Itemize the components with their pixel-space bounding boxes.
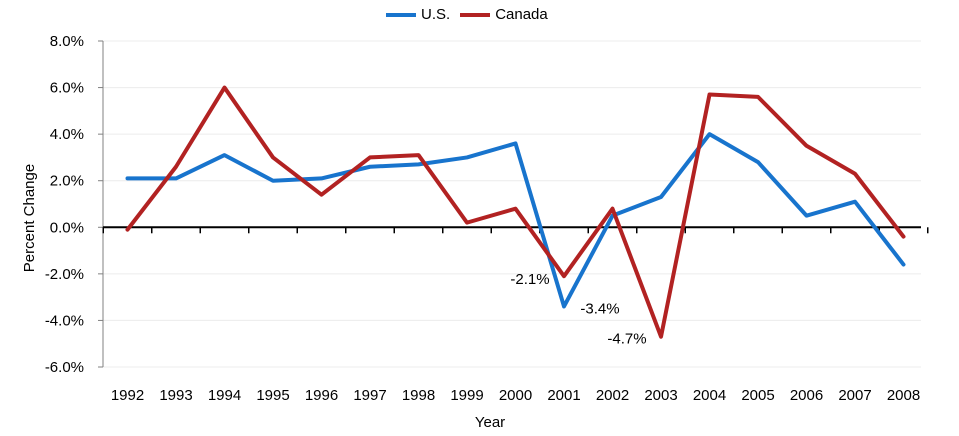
y-tick-label: 6.0% (50, 80, 84, 97)
x-tick-label: 1994 (208, 387, 241, 404)
x-tick-label: 1993 (159, 387, 192, 404)
series-line-canada (125, 85, 906, 339)
legend-swatch-us (386, 12, 416, 17)
x-tick-label: 1992 (111, 387, 144, 404)
x-tick-label: 2006 (790, 387, 823, 404)
y-tick-label: -4.0% (45, 312, 84, 329)
legend-label-canada: Canada (495, 6, 548, 23)
x-tick-label: 2005 (741, 387, 774, 404)
x-tick-label: 1997 (353, 387, 386, 404)
series-line-us (125, 132, 906, 309)
x-axis-title: Year (475, 414, 505, 431)
x-tick-label: 2000 (499, 387, 532, 404)
x-tick-label: 2002 (596, 387, 629, 404)
x-tick-label: 2007 (838, 387, 871, 404)
y-axis: 8.0% 6.0% 4.0% 2.0% 0.0% -2.0% -4.0% -6.0% (45, 33, 104, 376)
legend-item-canada: Canada (460, 6, 548, 23)
x-tick-label: 2004 (693, 387, 726, 404)
x-tick-label: 2008 (887, 387, 920, 404)
legend: U.S. Canada (386, 6, 558, 23)
gridlines (103, 40, 921, 368)
y-tick-label: -6.0% (45, 359, 84, 376)
y-tick-label: -2.0% (45, 266, 84, 283)
y-tick-label: 0.0% (50, 219, 84, 236)
x-tick-label: 1999 (450, 387, 483, 404)
y-tick-label: 2.0% (50, 173, 84, 190)
legend-item-us: U.S. (386, 6, 450, 23)
y-tick-label: 4.0% (50, 126, 84, 143)
x-tick-label: 1996 (305, 387, 338, 404)
y-tick-label: 8.0% (50, 33, 84, 50)
x-axis: 1992 1993 1994 1995 1996 1997 1998 1999 2000 2001… (102, 226, 929, 404)
legend-swatch-canada (460, 12, 491, 17)
x-tick-label: 1998 (402, 387, 435, 404)
x-tick-label: 2003 (644, 387, 677, 404)
legend-label-us: U.S. (421, 6, 451, 23)
y-axis-title: Percent Change (21, 164, 38, 272)
data-label: -3.4% (580, 300, 619, 317)
data-label: -2.1% (510, 271, 549, 288)
x-tick-label: 2001 (547, 387, 580, 404)
annotations: -2.1% -3.4% -4.7% (510, 271, 646, 348)
series-lines (125, 85, 906, 339)
x-tick-label: 1995 (256, 387, 289, 404)
data-label: -4.7% (607, 331, 646, 348)
